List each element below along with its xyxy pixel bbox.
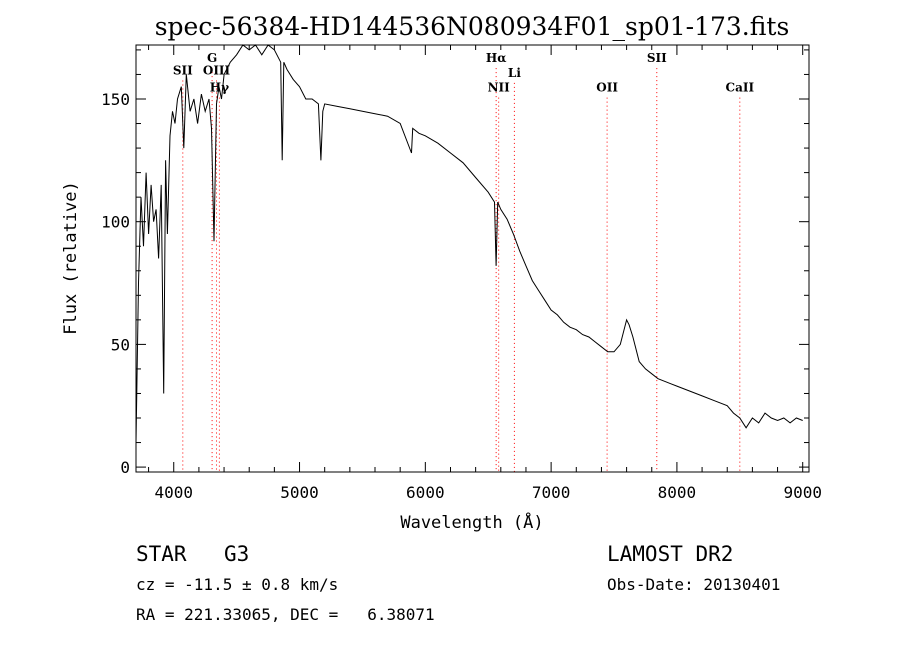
redshift-text: cz = -11.5 ± 0.8 km/s — [136, 575, 339, 594]
y-tick-label: 0 — [120, 458, 130, 477]
x-tick-label: 6000 — [406, 483, 445, 502]
marker-label: OIII — [203, 63, 231, 77]
marker-label: SII — [173, 63, 193, 77]
chart-title: spec-56384-HD144536N080934F01_sp01-173.f… — [155, 12, 790, 41]
obs-date: Obs-Date: 20130401 — [607, 575, 781, 594]
marker-label: Li — [508, 66, 521, 80]
x-tick-label: 5000 — [280, 483, 319, 502]
coordinates: RA = 221.33065, DEC = 6.38071 — [136, 605, 435, 624]
marker-label: Hα — [486, 51, 507, 65]
survey-name: LAMOST DR2 — [607, 542, 734, 566]
object-subclass: G3 — [224, 542, 250, 566]
y-tick-label: 150 — [101, 90, 130, 109]
object-class: STAR — [136, 542, 187, 566]
marker-label: OII — [596, 81, 618, 95]
marker-label: CaII — [726, 81, 755, 95]
spectrum-series — [135, 44, 803, 443]
plot-frame — [135, 44, 810, 473]
x-axis-label: Wavelength (Å) — [400, 511, 543, 533]
x-tick-label: 8000 — [658, 483, 697, 502]
axis-ticks: 4000 5000 6000 7000 8000 9000 0 50 100 150 — [101, 45, 822, 502]
x-tick-label: 7000 — [532, 483, 571, 502]
spectrum-line — [135, 44, 803, 443]
x-tick-label: 9000 — [783, 483, 822, 502]
marker-label: SII — [647, 51, 667, 65]
x-tick-label: 4000 — [154, 483, 193, 502]
marker-label: G — [207, 51, 217, 65]
y-axis-label: Flux (relative) — [61, 181, 81, 335]
marker-label: NII — [488, 81, 511, 95]
y-tick-label: 100 — [101, 213, 130, 232]
y-tick-label: 50 — [111, 335, 130, 354]
